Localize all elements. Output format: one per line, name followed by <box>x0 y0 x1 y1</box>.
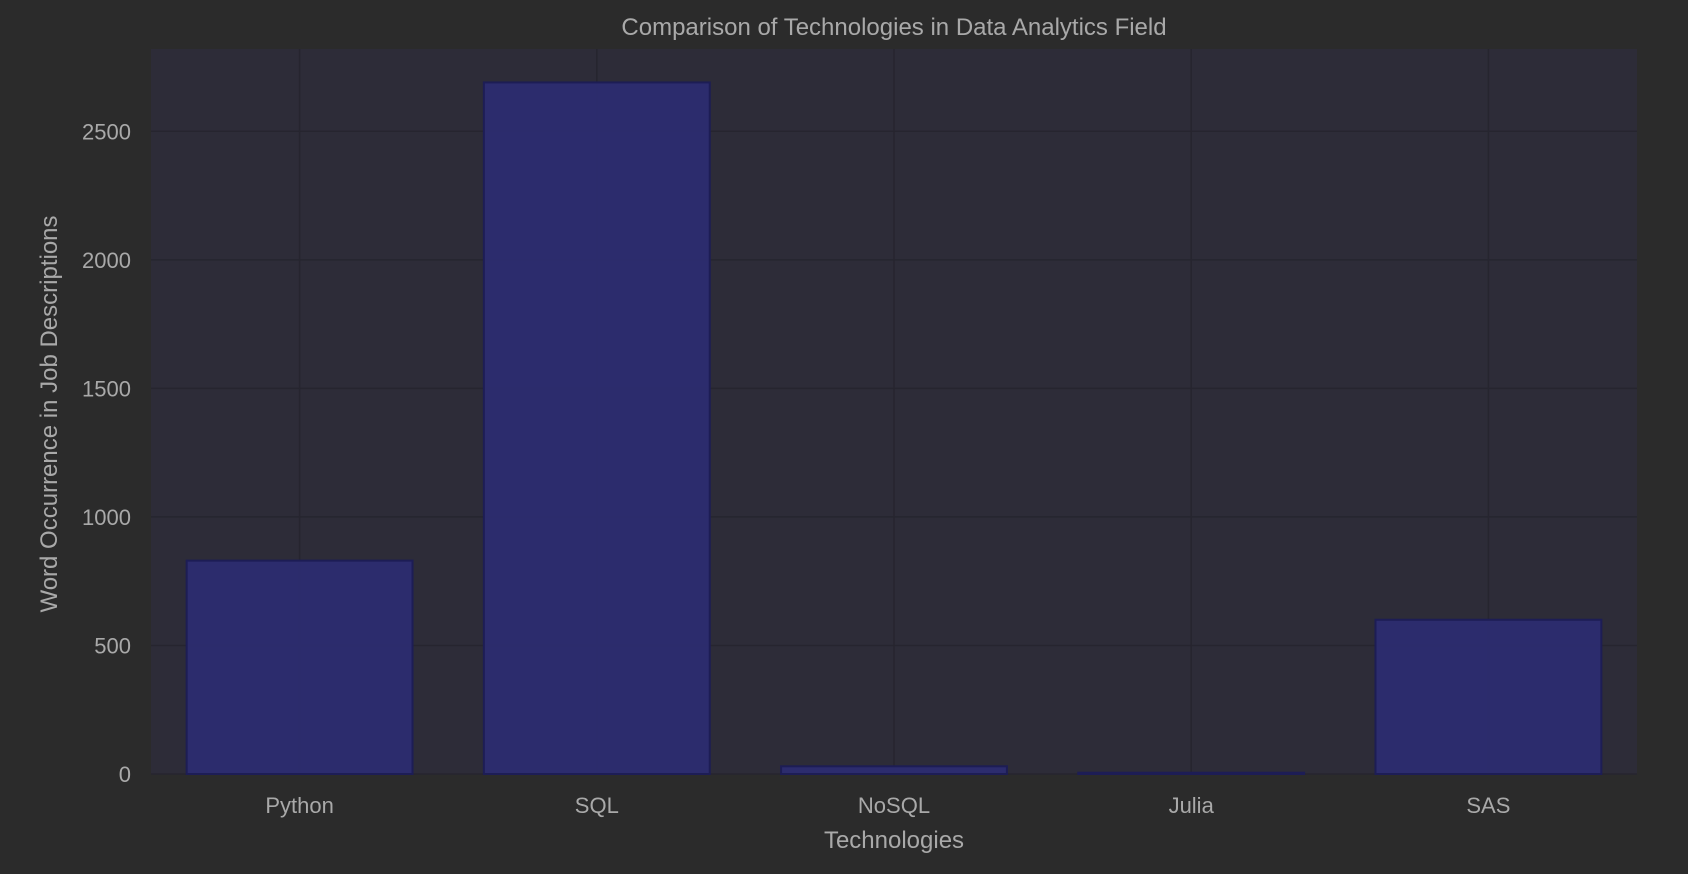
y-tick-label: 2500 <box>82 119 131 144</box>
y-axis-ticks: 0 500 1000 1500 2000 2500 <box>82 119 131 787</box>
bar-sas <box>1374 618 1603 776</box>
x-axis-label: Technologies <box>824 827 964 854</box>
x-axis-ticks: Python SQL NoSQL Julia SAS <box>265 793 1510 818</box>
y-axis-label: Word Occurrence in Job Descriptions <box>36 215 63 612</box>
x-tick-label: NoSQL <box>858 793 930 818</box>
x-tick-label: SAS <box>1466 793 1510 818</box>
bar-sql <box>482 81 711 775</box>
chart-title: Comparison of Technologies in Data Analy… <box>621 14 1166 41</box>
x-tick-label: Python <box>265 793 334 818</box>
bar-nosql <box>780 765 1008 775</box>
y-tick-label: 1000 <box>82 505 131 530</box>
x-tick-label: Julia <box>1169 793 1215 818</box>
bar-julia <box>1077 771 1306 775</box>
y-tick-label: 1500 <box>82 376 131 401</box>
bars <box>185 81 1603 776</box>
y-tick-label: 0 <box>119 762 131 787</box>
bar-python <box>185 559 414 775</box>
y-tick-label: 2000 <box>82 248 131 273</box>
y-tick-label: 500 <box>94 633 131 658</box>
x-tick-label: SQL <box>575 793 619 818</box>
